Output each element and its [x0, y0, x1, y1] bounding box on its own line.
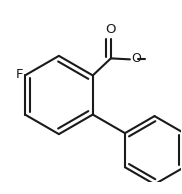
Text: F: F: [15, 68, 23, 81]
Text: O: O: [131, 52, 141, 65]
Text: O: O: [106, 23, 116, 36]
